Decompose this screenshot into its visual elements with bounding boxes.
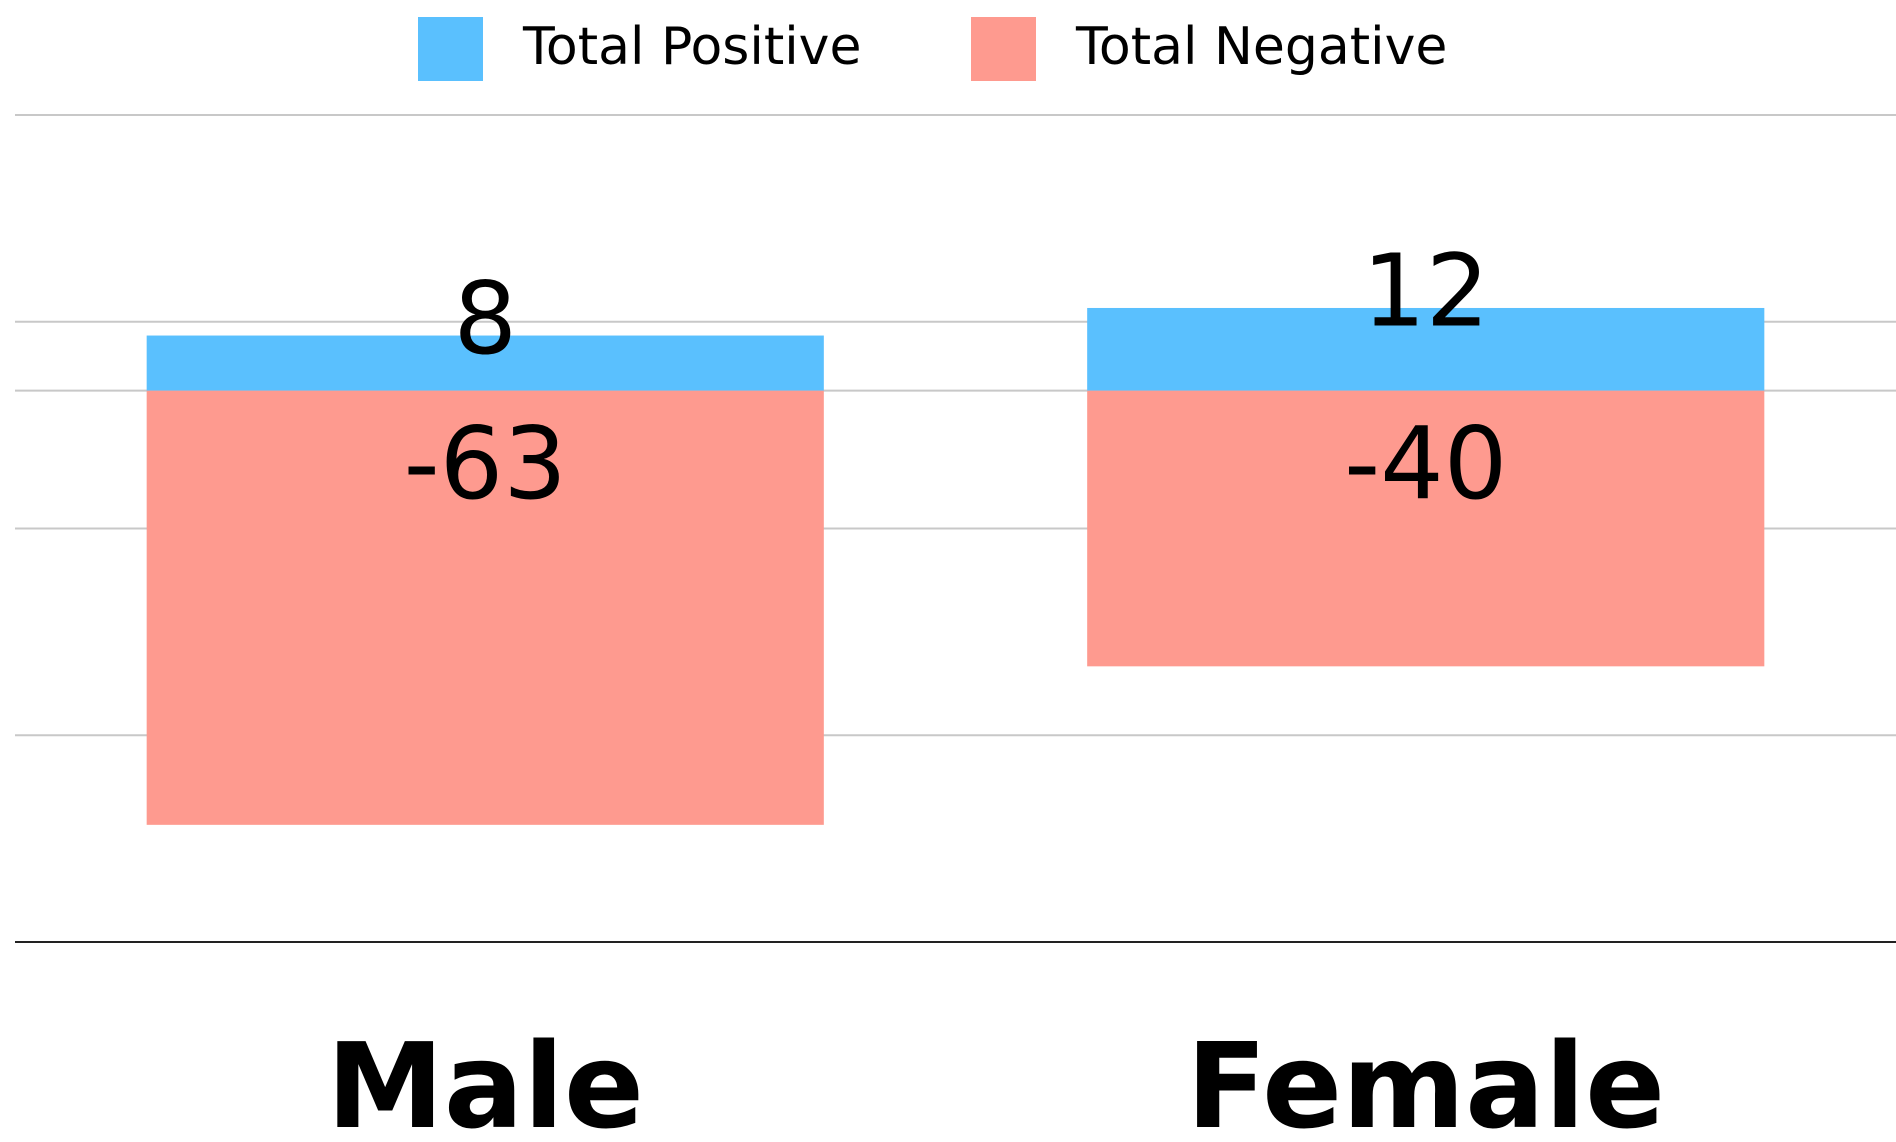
x-tick-label: Female bbox=[1186, 1017, 1665, 1142]
legend-label: Total Positive bbox=[522, 17, 861, 77]
bar bbox=[1087, 307, 1765, 391]
value-label: 12 bbox=[1362, 232, 1489, 349]
value-label: -40 bbox=[1344, 405, 1507, 522]
value-label: 8 bbox=[453, 260, 517, 377]
bar bbox=[146, 390, 824, 825]
legend-label: Total Negative bbox=[1075, 17, 1447, 77]
legend-swatch bbox=[971, 17, 1036, 81]
x-tick-label: Male bbox=[326, 1017, 644, 1142]
bar bbox=[146, 335, 824, 391]
legend-swatch bbox=[418, 17, 483, 81]
bar bbox=[1087, 390, 1765, 667]
value-label: -63 bbox=[404, 405, 567, 522]
